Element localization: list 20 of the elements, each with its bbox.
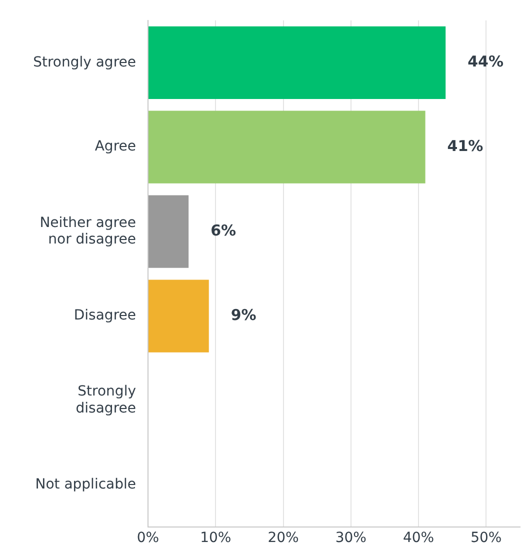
x-tick-label: 0%: [136, 530, 160, 546]
y-tick-label: Strongly agree: [33, 54, 136, 70]
y-tick-label: Neither agree nor disagree: [40, 214, 136, 248]
x-tick-label: 10%: [200, 530, 232, 546]
bar: [148, 195, 189, 268]
bar: [148, 26, 446, 99]
y-tick-label: Disagree: [74, 308, 136, 324]
y-tick-label: Agree: [94, 138, 136, 155]
data-label: 6%: [210, 221, 236, 240]
x-tick-label: 40%: [402, 530, 434, 546]
bar: [148, 280, 209, 352]
y-tick-label: Not applicable: [35, 476, 136, 493]
bar: [148, 110, 426, 184]
data-label: 9%: [230, 306, 256, 324]
data-label: 44%: [468, 52, 504, 71]
x-tick-label: 50%: [470, 530, 502, 546]
data-label: 41%: [447, 136, 484, 155]
y-tick-label: Strongly disagree: [76, 384, 136, 417]
x-tick-label: 30%: [335, 530, 366, 546]
x-tick-label: 20%: [268, 530, 299, 546]
